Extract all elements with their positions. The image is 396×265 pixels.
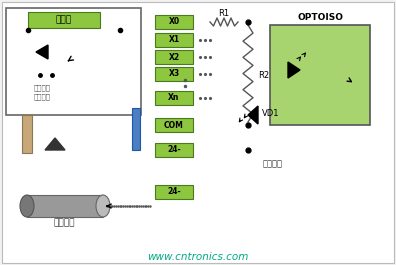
Text: X2: X2 bbox=[168, 52, 179, 61]
Bar bbox=[155, 33, 193, 47]
Text: 内置电源: 内置电源 bbox=[263, 160, 283, 169]
Bar bbox=[155, 185, 193, 199]
Polygon shape bbox=[45, 138, 65, 150]
Bar bbox=[132, 108, 140, 150]
Text: COM: COM bbox=[164, 121, 184, 130]
Text: OPTOISO: OPTOISO bbox=[297, 14, 343, 23]
Text: R1: R1 bbox=[219, 8, 230, 17]
Ellipse shape bbox=[20, 195, 34, 217]
Bar bbox=[6, 8, 141, 115]
Text: R2: R2 bbox=[258, 72, 269, 81]
Bar bbox=[27, 195, 103, 217]
Bar bbox=[155, 118, 193, 132]
Text: Xn: Xn bbox=[168, 94, 180, 103]
Text: 外置电源: 外置电源 bbox=[53, 219, 75, 227]
Polygon shape bbox=[248, 106, 258, 124]
Bar bbox=[28, 12, 100, 28]
Ellipse shape bbox=[96, 195, 110, 217]
Bar bbox=[155, 50, 193, 64]
Text: www.cntronics.com: www.cntronics.com bbox=[147, 252, 249, 262]
Polygon shape bbox=[288, 62, 300, 78]
Bar bbox=[155, 67, 193, 81]
Bar bbox=[155, 15, 193, 29]
Text: 直流两线
接近开关: 直流两线 接近开关 bbox=[34, 84, 51, 100]
Text: X3: X3 bbox=[168, 69, 179, 78]
Text: X1: X1 bbox=[168, 36, 179, 45]
Bar bbox=[155, 143, 193, 157]
Bar bbox=[270, 25, 370, 125]
Text: 主电路: 主电路 bbox=[56, 15, 72, 24]
Bar bbox=[155, 91, 193, 105]
Text: 24-: 24- bbox=[167, 188, 181, 197]
Text: 24-: 24- bbox=[167, 145, 181, 154]
Polygon shape bbox=[36, 45, 48, 59]
Text: VD1: VD1 bbox=[262, 109, 280, 118]
Text: X0: X0 bbox=[168, 17, 179, 26]
Bar bbox=[22, 115, 32, 153]
